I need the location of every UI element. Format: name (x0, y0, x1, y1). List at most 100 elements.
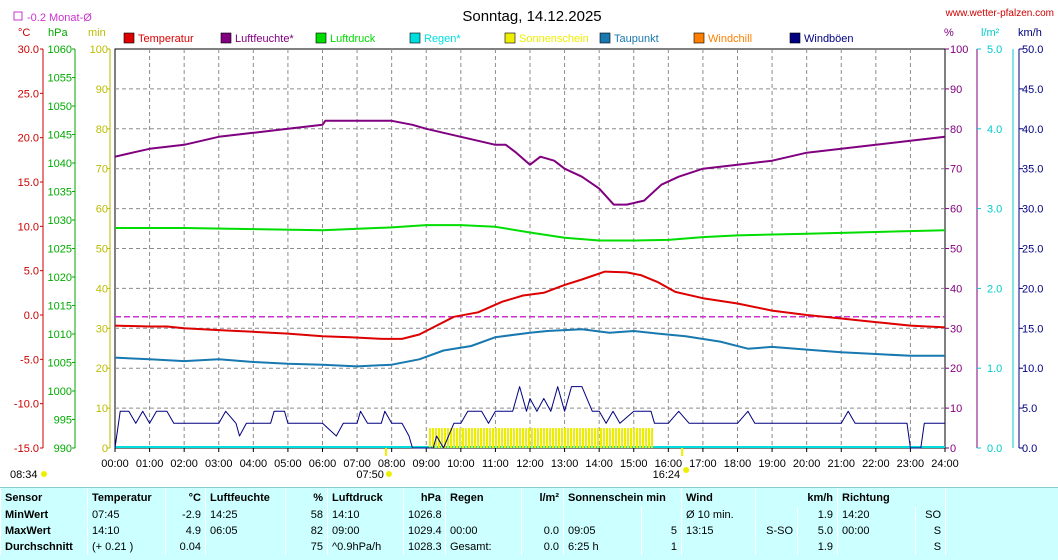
sunshine-bar (588, 428, 590, 448)
sunshine-bar (564, 428, 566, 448)
temp-value: 4.9 (166, 523, 206, 539)
temp-time: 14:10 (88, 523, 166, 539)
sunshine-bar (612, 428, 614, 448)
hpa-axis-tick-label: 1000 (48, 386, 72, 398)
pct-axis-tick-label: 50 (950, 244, 962, 256)
legend-label: Regen* (424, 33, 461, 45)
time-axis-tick-label: 03:00 (205, 458, 233, 470)
hdr-hum-unit: % (286, 488, 328, 507)
dir-time: 14:20 (838, 507, 916, 523)
wind-dir: S-SO (756, 523, 798, 539)
sunshine-bar (498, 428, 500, 448)
sunshine-bar (501, 428, 503, 448)
time-axis-tick-label: 13:00 (551, 458, 579, 470)
sunshine-bar (525, 428, 527, 448)
min-axis-tick-label: 80 (96, 124, 108, 136)
min-axis-tick-label: 50 (96, 244, 108, 256)
sunshine-bar (546, 428, 548, 448)
hdr-wind: Wind (682, 488, 756, 507)
sun-time: 09:05 (564, 523, 642, 539)
sunshine-bar (519, 428, 521, 448)
sunshine-bar (651, 428, 653, 448)
hdr-temp: Temperatur (88, 488, 166, 507)
legend-swatch (505, 33, 515, 43)
hdr-press: Luftdruck (328, 488, 404, 507)
sunshine-bar (474, 428, 476, 448)
temp-value: -2.9 (166, 507, 206, 523)
min-axis-tick-label: 90 (96, 84, 108, 96)
sunshine-bar (555, 428, 557, 448)
sunshine-bar (567, 428, 569, 448)
legend-label: Temperatur (138, 33, 194, 45)
hdr-sensor: Sensor (1, 488, 88, 507)
hpa-axis-tick-label: 1030 (48, 215, 72, 227)
rain-axis-tick-label: 5.0 (987, 44, 1002, 56)
site-link[interactable]: www.wetter-pfalzen.com (945, 8, 1054, 19)
temp-axis-tick-label: 10.0 (18, 221, 39, 233)
hpa-axis-tick-label: 990 (54, 443, 72, 455)
summary-table: Sensor Temperatur °C Luftfeuchte % Luftd… (0, 488, 1058, 555)
pct-axis-tick-label: 0 (950, 443, 956, 455)
sunshine-bar (624, 428, 626, 448)
sunshine-bar (552, 428, 554, 448)
sunshine-bar (465, 428, 467, 448)
sunshine-bar (522, 428, 524, 448)
kmh-axis-tick-label: 5.0 (1022, 403, 1037, 415)
rain-axis-tick-label: 4.0 (987, 124, 1002, 136)
hpa-axis-tick-label: 1025 (48, 244, 72, 256)
pct-axis-tick-label: 40 (950, 283, 962, 295)
hpa-unit-label: hPa (48, 27, 68, 39)
sunshine-bar (507, 428, 509, 448)
pct-axis-tick-label: 20 (950, 363, 962, 375)
sunshine-bar (591, 428, 593, 448)
temp-axis-tick-label: 15.0 (18, 177, 39, 189)
rain-time (446, 507, 522, 523)
kmh-axis-tick-label: 0.0 (1022, 443, 1037, 455)
time-axis-tick-label: 22:00 (862, 458, 890, 470)
pct-axis-tick-label: 90 (950, 84, 962, 96)
sun-value (642, 507, 682, 523)
sunshine-bar (456, 428, 458, 448)
sunshine-bar (648, 428, 650, 448)
hdr-temp-unit: °C (166, 488, 206, 507)
time-axis-tick-label: 24:00 (931, 458, 959, 470)
sunshine-bar (513, 428, 515, 448)
kmh-unit-label: km/h (1018, 27, 1042, 39)
hdr-rain: Regen (446, 488, 522, 507)
hpa-axis-tick-label: 1010 (48, 329, 72, 341)
sunshine-bar (549, 428, 551, 448)
hpa-axis-tick-label: 1040 (48, 158, 72, 170)
row-label: MaxWert (1, 523, 88, 539)
time-axis-tick-label: 18:00 (724, 458, 752, 470)
sunshine-bar (459, 428, 461, 448)
sunshine-bar (609, 428, 611, 448)
time-axis-tick-label: 19:00 (758, 458, 786, 470)
hpa-axis-tick-label: 995 (54, 415, 72, 427)
time-axis-tick-label: 09:00 (412, 458, 440, 470)
sunshine-bar (537, 428, 539, 448)
legend-label: Windböen (804, 33, 854, 45)
min-axis-tick-label: 10 (96, 403, 108, 415)
weather-chart: Sonntag, 14.12.2025 www.wetter-pfalzen.c… (0, 0, 1058, 487)
sun-icon (683, 467, 689, 473)
kmh-axis-tick-label: 50.0 (1022, 44, 1043, 56)
time-axis-tick-label: 01:00 (136, 458, 164, 470)
dir-time (838, 539, 916, 555)
hpa-axis-tick-label: 1005 (48, 358, 72, 370)
time-axis-tick-label: 00:00 (101, 458, 129, 470)
row-label: Durchschnitt (1, 539, 88, 555)
grid (115, 49, 945, 448)
sunshine-bar (585, 428, 587, 448)
wind-time: 13:15 (682, 523, 756, 539)
dir-value: S (916, 539, 946, 555)
hpa-axis-tick-label: 1060 (48, 44, 72, 56)
kmh-axis-tick-label: 45.0 (1022, 84, 1043, 96)
sunshine-bar (429, 428, 431, 448)
sunshine-bar (642, 428, 644, 448)
wind-time (682, 539, 756, 555)
press-value: 1029.4 (404, 523, 446, 539)
sunshine-bar (621, 428, 623, 448)
pct-axis-tick-label: 30 (950, 323, 962, 335)
hum-time: 14:25 (206, 507, 286, 523)
min-axis-tick-label: 30 (96, 323, 108, 335)
